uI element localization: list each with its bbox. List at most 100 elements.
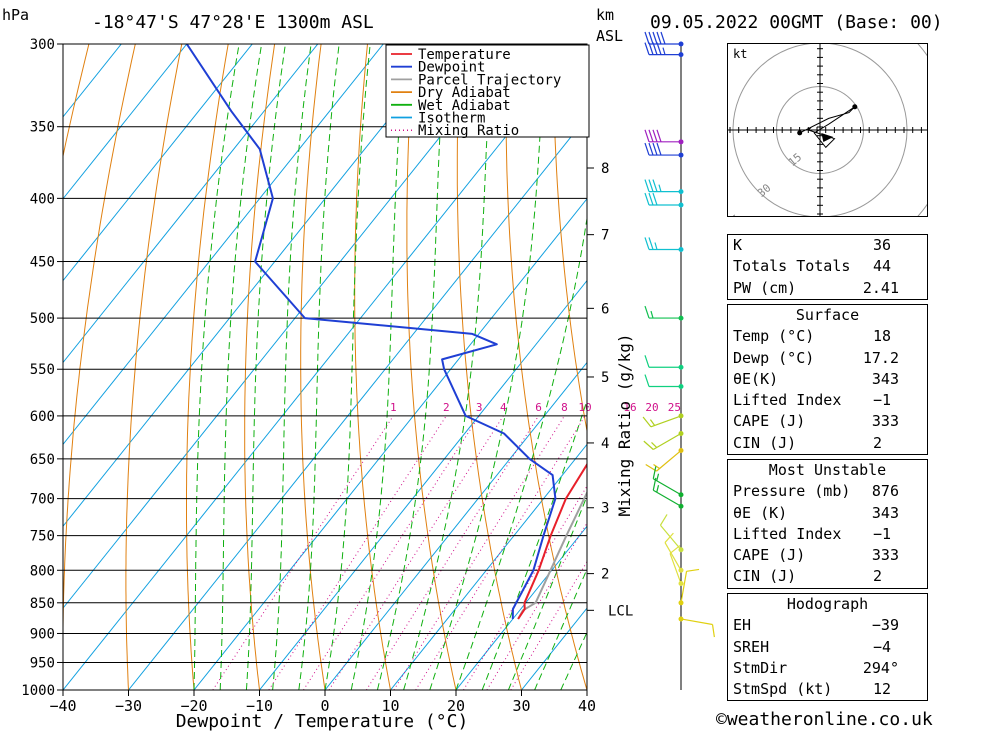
isotherm [63, 44, 384, 446]
barb-flag [652, 192, 658, 206]
barb-half [656, 473, 660, 481]
barb-flag [652, 179, 658, 192]
mixing-ratio-label: 25 [668, 401, 681, 414]
wind-barb [644, 31, 681, 45]
storm-motion-marker [821, 133, 834, 143]
barb-flag [644, 142, 650, 156]
km-label: km [596, 6, 615, 24]
barb-half [651, 442, 658, 448]
x-axis-label: Dewpoint / Temperature (°C) [176, 711, 469, 732]
surface-value: 343 [871, 369, 899, 388]
profiles [185, 44, 587, 620]
mu-value: 333 [871, 546, 899, 565]
wind-barb [644, 355, 681, 368]
mixing-ratio-line [510, 560, 587, 690]
index-value: 44 [873, 257, 892, 276]
wind-barb [644, 42, 681, 56]
legend-item: Mixing Ratio [418, 123, 519, 139]
isotherm [259, 279, 587, 690]
mixing-ratio-line [463, 485, 587, 690]
hodo-value: −4 [873, 637, 892, 656]
hodograph-table: Hodograph EH −39 SREH −4 StmDir 294° StmSpd… [727, 593, 928, 702]
isotherm [63, 44, 253, 282]
pressure-tick-label: 500 [30, 311, 55, 327]
mu-row: CIN (J) 2 [728, 566, 927, 587]
isotherm [455, 525, 587, 690]
pressure-tick-label: 450 [30, 255, 55, 271]
surface-value: 2 [873, 433, 883, 452]
hodograph-ring-label: 15 [786, 151, 805, 169]
pressure-axis: 300 350 400 450 500 550 600 650 700 750 800 850 900 9… [21, 37, 63, 699]
wind-barb [642, 415, 682, 428]
hodo-row: StmSpd (kt) 12 [728, 679, 927, 700]
most-unstable-table: Most Unstable Pressure (mb) 876 θE (K) 343… [727, 459, 928, 589]
barb-staff [652, 489, 682, 507]
wet-adiabat [507, 494, 587, 690]
mixing-ratio-labels: 1 2 3 4 6 8 10 16 20 25 [390, 401, 681, 414]
indices-table: K 36 Totals Totals 44 PW (cm) 2.41 [727, 234, 928, 300]
barb-flag [644, 192, 650, 206]
hodo-value: −39 [871, 616, 899, 635]
lcl-label: LCL [608, 603, 633, 619]
most-unstable-title: Most Unstable [768, 461, 887, 479]
wind-barb [659, 514, 682, 551]
pressure-tick-label: 900 [30, 626, 55, 642]
wind-barb [680, 618, 715, 638]
temperature-tick-label: −10 [246, 697, 273, 715]
index-row: Totals Totals 44 [728, 256, 927, 277]
temperature-tick-label: −30 [115, 697, 142, 715]
pressure-tick-label: 600 [30, 409, 55, 425]
barb-staff [669, 553, 682, 584]
mu-row: Pressure (mb) 876 [728, 481, 927, 502]
profile-dewpoint [185, 44, 557, 620]
mu-value: 343 [871, 503, 899, 522]
barb-half [654, 242, 658, 250]
barb-flag [648, 237, 654, 250]
barb-half [662, 47, 666, 55]
barb-half [658, 184, 662, 192]
hodo-label: StmSpd (kt) [733, 680, 833, 699]
barb-flag [660, 31, 666, 45]
wind-barb [644, 142, 681, 156]
hodo-row: StmDir 294° [728, 658, 927, 679]
wet-adiabat [324, 44, 371, 690]
wind-barb [644, 305, 681, 319]
hodo-value: 294° [862, 658, 899, 677]
isotherm [63, 44, 188, 200]
hodo-label: SREH [733, 637, 770, 656]
surface-table: Surface Temp (°C) 18 Dewp (°C) 17.2 θE(K) 3… [727, 304, 928, 456]
pressure-tick-label: 300 [30, 37, 55, 53]
datetime-title: 09.05.2022 00GMT (Base: 00) [650, 12, 943, 33]
isotherm [390, 443, 587, 690]
barb-flag [656, 142, 662, 156]
hodo-row: EH −39 [728, 615, 927, 636]
barb-half [656, 485, 660, 493]
temperature-tick-label: −40 [49, 697, 76, 715]
barb-flag [652, 129, 658, 143]
barb-flag [648, 192, 654, 206]
isotherm [63, 44, 319, 364]
wind-barb [680, 568, 700, 603]
pressure-tick-label: 550 [30, 362, 55, 378]
pressure-tick-label: 400 [30, 191, 55, 207]
wet-adiabat [429, 44, 546, 690]
barb-flag [659, 514, 668, 526]
barb-flag [644, 42, 650, 55]
legend-item: Isotherm [418, 111, 485, 127]
surface-value: 333 [871, 412, 899, 431]
dry-adiabat [186, 44, 229, 690]
pressure-tick-label: 650 [30, 452, 55, 468]
barb-staff [680, 571, 688, 603]
dry-adiabat [406, 44, 457, 690]
wet-adiabat [403, 44, 492, 690]
surface-value: 17.2 [862, 348, 899, 367]
index-value: 36 [873, 236, 892, 254]
barb-flag [648, 129, 654, 143]
copyright-link[interactable]: ©weatheronline.co.uk [716, 709, 933, 730]
profile-parcel-trajectory [517, 490, 587, 620]
barb-half [650, 310, 654, 319]
mixing-ratio-line [328, 415, 504, 690]
location-title: -18°47'S 47°28'E 1300m ASL [92, 12, 374, 33]
hodograph-point [852, 104, 858, 110]
